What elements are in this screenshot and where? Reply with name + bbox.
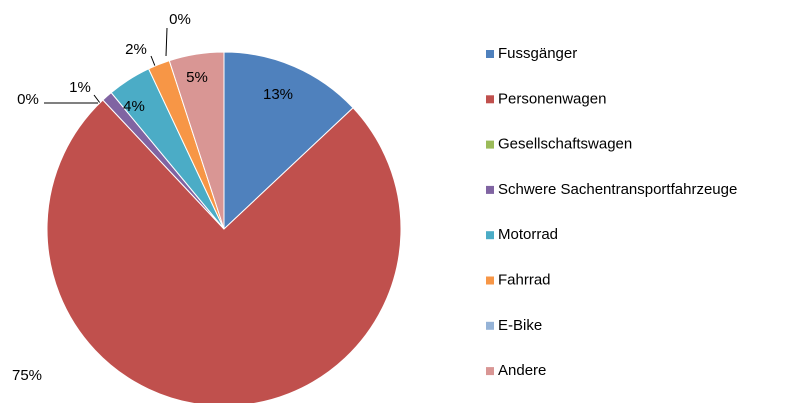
data-label: 0% [169, 11, 191, 28]
legend-swatch [486, 185, 494, 194]
data-label: 5% [186, 69, 208, 86]
legend-label: Fussgänger [498, 45, 577, 62]
data-label: 2% [125, 41, 147, 58]
legend-swatch [486, 367, 494, 376]
legend-swatch [486, 50, 494, 58]
legend-swatch [486, 321, 494, 330]
legend-label: Personenwagen [498, 90, 606, 107]
legend-label: Gesellschaftswagen [498, 136, 632, 153]
legend-label: E-Bike [498, 317, 542, 334]
legend-swatch [486, 140, 494, 149]
legend-label: Andere [498, 362, 546, 379]
leader-line [93, 94, 101, 104]
legend-label: Schwere Sachentransportfahrzeuge [498, 181, 737, 198]
legend-swatch [486, 276, 494, 285]
legend-label: Fahrrad [498, 271, 551, 288]
leader-lines [44, 27, 168, 104]
data-label: 4% [123, 98, 145, 115]
legend-label: Motorrad [498, 226, 558, 243]
legend-swatch [486, 95, 494, 104]
pie-slice [46, 99, 402, 403]
data-label: 1% [69, 79, 91, 96]
pie-slice [168, 51, 225, 230]
data-label: 13% [263, 86, 293, 103]
data-label: 0% [17, 91, 39, 108]
legend-swatch [486, 231, 494, 240]
leader-line [165, 27, 168, 57]
pie-slice [223, 51, 354, 231]
data-label: 75% [12, 367, 42, 384]
leader-line [150, 55, 156, 67]
